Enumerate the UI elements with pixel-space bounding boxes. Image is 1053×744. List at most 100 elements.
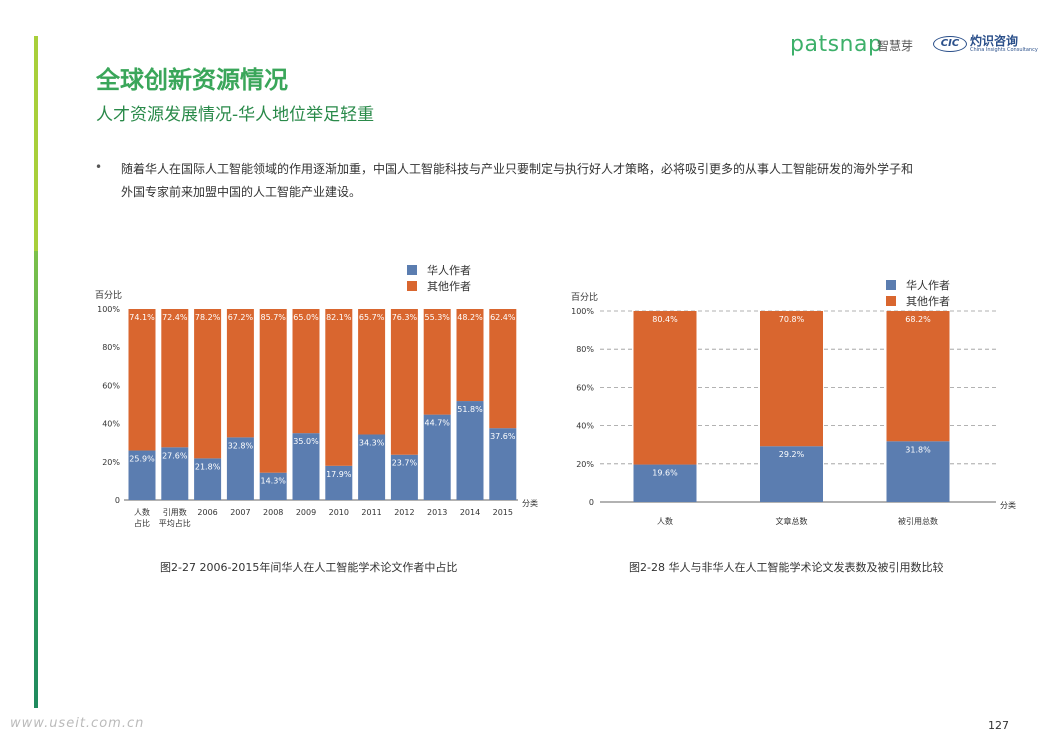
x-tick-label: 2013 xyxy=(427,508,447,517)
bar-others xyxy=(489,309,517,429)
bar-others xyxy=(194,309,222,459)
data-label: 74.1% xyxy=(129,313,155,322)
data-label: 78.2% xyxy=(195,313,221,322)
bar-chinese xyxy=(194,458,222,500)
legend-label: 其他作者 xyxy=(427,280,471,293)
bar-chinese xyxy=(886,441,950,502)
data-label: 34.3% xyxy=(359,438,385,447)
patsnap-logo-cn: 智慧芽 xyxy=(877,39,914,53)
bar-chinese xyxy=(633,464,697,502)
data-label: 44.7% xyxy=(424,419,450,428)
bar-others xyxy=(886,311,950,442)
x-tick-label: 2015 xyxy=(493,508,513,517)
data-label: 25.9% xyxy=(129,455,155,464)
data-label: 29.2% xyxy=(779,450,805,459)
data-label: 62.4% xyxy=(490,313,516,322)
y-tick-label: 0 xyxy=(589,498,594,507)
data-label: 65.0% xyxy=(293,313,319,322)
bar-chinese xyxy=(259,472,287,500)
data-label: 51.8% xyxy=(457,405,483,414)
data-label: 65.7% xyxy=(359,313,385,322)
y-tick-label: 20% xyxy=(576,460,594,469)
bar-others xyxy=(161,309,189,448)
bar-chinese xyxy=(489,428,517,500)
data-label: 55.3% xyxy=(424,313,450,322)
x-tick-label: 占比 xyxy=(134,518,150,528)
bar-others xyxy=(760,311,823,447)
page-subtitle: 人才资源发展情况-华人地位举足轻重 xyxy=(96,105,375,125)
x-axis-label: 分类 xyxy=(1000,500,1016,510)
x-tick-label: 2010 xyxy=(329,508,349,517)
x-tick-label: 人数 xyxy=(134,507,150,517)
bar-chinese xyxy=(390,454,418,500)
x-tick-label: 2011 xyxy=(361,508,381,517)
y-tick-label: 60% xyxy=(576,383,594,392)
x-tick-label: 平均占比 xyxy=(159,518,191,528)
legend-label: 其他作者 xyxy=(906,295,950,308)
data-label: 85.7% xyxy=(260,313,286,322)
data-label: 70.8% xyxy=(779,315,805,324)
data-label: 35.0% xyxy=(293,437,319,446)
bar-others xyxy=(423,309,451,415)
bar-chinese xyxy=(226,437,254,500)
x-tick-label: 被引用总数 xyxy=(898,516,938,526)
bar-chinese xyxy=(760,446,823,502)
patsnap-logo: patsnap xyxy=(790,32,883,57)
sidebar-accent-bar xyxy=(34,36,38,708)
y-tick-label: 40% xyxy=(102,420,120,429)
x-tick-label: 引用数 xyxy=(163,507,187,517)
data-label: 67.2% xyxy=(228,313,254,322)
cic-logo-cn: 灼识咨询 xyxy=(970,34,1019,48)
y-tick-label: 100% xyxy=(97,305,120,314)
data-label: 23.7% xyxy=(392,459,418,468)
bullet-icon: • xyxy=(95,160,103,174)
y-axis-label: 百分比 xyxy=(95,289,122,301)
cic-logo: CIC xyxy=(933,36,967,52)
legend-label: 华人作者 xyxy=(906,278,950,292)
chart1-caption: 图2-27 2006-2015年间华人在人工智能学术论文作者中占比 xyxy=(160,561,458,574)
x-tick-label: 文章总数 xyxy=(776,516,808,526)
bar-chinese xyxy=(358,434,386,500)
data-label: 32.8% xyxy=(228,441,254,450)
bar-chinese xyxy=(325,465,353,500)
x-tick-label: 2012 xyxy=(394,508,414,517)
bar-others xyxy=(128,309,156,451)
data-label: 80.4% xyxy=(652,315,678,324)
y-tick-label: 80% xyxy=(102,343,120,352)
bar-others xyxy=(292,309,320,434)
bar-chinese xyxy=(128,450,156,500)
data-label: 48.2% xyxy=(457,313,483,322)
legend-swatch xyxy=(407,265,417,275)
page-number: 127 xyxy=(988,719,1009,732)
legend-label: 华人作者 xyxy=(427,263,471,277)
cic-logo-en: China Insights Consultancy xyxy=(970,47,1038,53)
bar-others xyxy=(390,309,418,455)
x-tick-label: 2008 xyxy=(263,508,283,517)
data-label: 27.6% xyxy=(162,451,188,460)
bar-others xyxy=(358,309,386,435)
x-tick-label: 2007 xyxy=(230,508,250,517)
x-tick-label: 2009 xyxy=(296,508,316,517)
bar-chinese xyxy=(423,414,451,500)
bar-chinese xyxy=(456,401,484,500)
chart-chinese-vs-others: 百分比 0 20% 40% 60% 80% 100% 分类 19.6% 80.4% 人数 29.2% 7… xyxy=(571,278,1016,526)
page-title: 全球创新资源情况 xyxy=(96,66,288,94)
x-tick-label: 人数 xyxy=(657,516,673,526)
bar-chinese xyxy=(161,447,189,500)
data-label: 21.8% xyxy=(195,462,221,471)
data-label: 17.9% xyxy=(326,470,352,479)
data-label: 72.4% xyxy=(162,313,188,322)
data-label: 31.8% xyxy=(905,445,931,454)
legend-swatch xyxy=(886,296,896,306)
x-tick-label: 2014 xyxy=(460,508,480,517)
y-tick-label: 20% xyxy=(102,458,120,467)
y-tick-label: 80% xyxy=(576,345,594,354)
chart2-caption: 图2-28 华人与非华人在人工智能学术论文发表数及被引用数比较 xyxy=(629,561,944,574)
bar-others xyxy=(456,309,484,402)
y-axis-label: 百分比 xyxy=(571,291,598,303)
bar-others xyxy=(259,309,287,473)
data-label: 76.3% xyxy=(392,313,418,322)
data-label: 14.3% xyxy=(260,477,286,486)
